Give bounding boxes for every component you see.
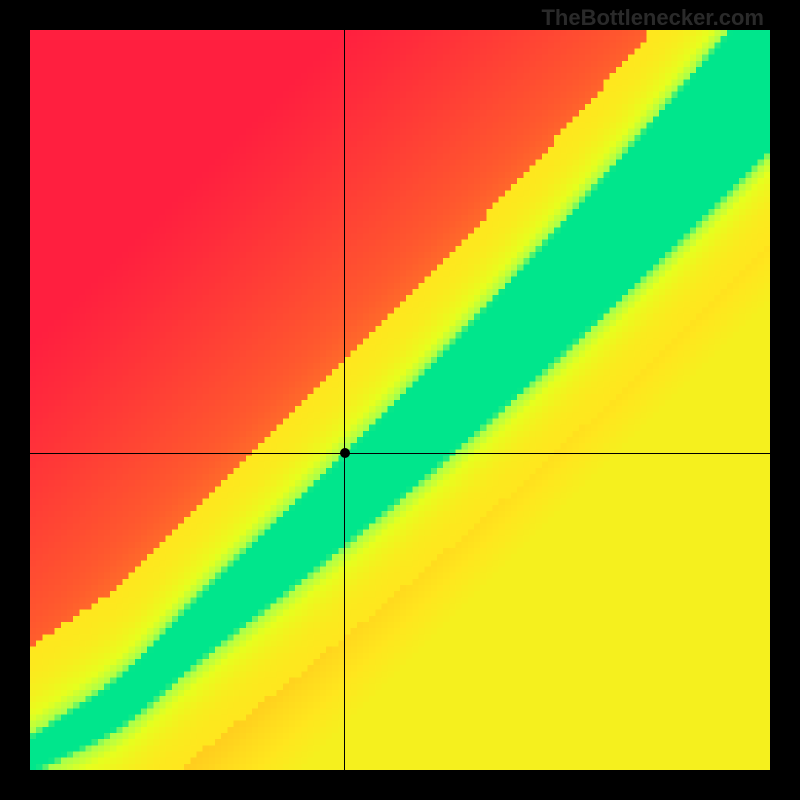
marker-dot (340, 448, 350, 458)
crosshair-horizontal (30, 453, 770, 454)
heatmap-plot-area (30, 30, 770, 770)
heatmap-canvas (30, 30, 770, 770)
watermark-text: TheBottlenecker.com (541, 5, 764, 31)
crosshair-vertical (344, 30, 345, 770)
